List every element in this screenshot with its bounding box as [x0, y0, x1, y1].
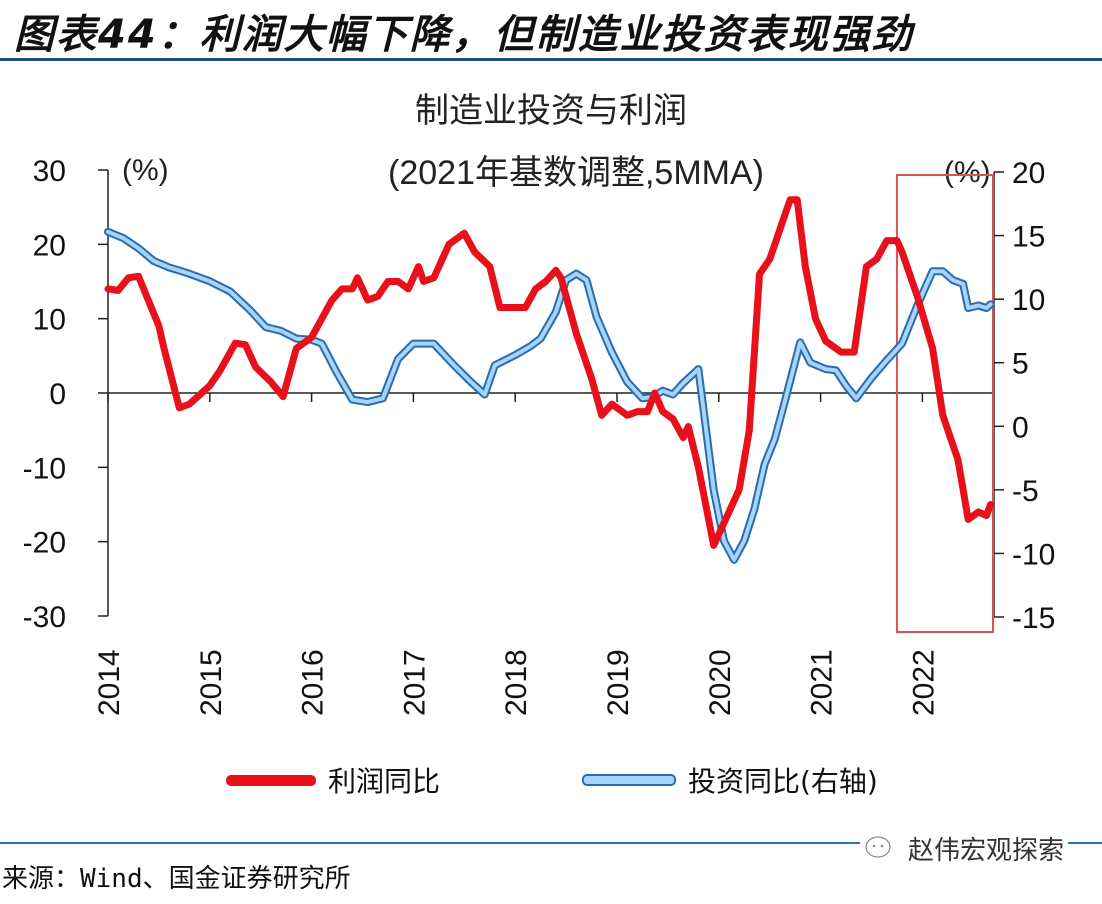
watermark: 赵伟宏观探索 [860, 830, 1069, 867]
legend-label-profit: 利润同比 [328, 765, 441, 798]
wechat-icon [865, 835, 891, 858]
right-axis-tick-label: 20 [1012, 157, 1045, 190]
title-divider [0, 58, 1102, 61]
x-axis-tick-label: 2015 [195, 649, 228, 716]
x-axis-tick-label: 2021 [806, 649, 839, 716]
left-axis-tick-label: -30 [23, 601, 66, 634]
right-axis-tick-label: 10 [1012, 284, 1045, 317]
x-axis-tick-label: 2018 [500, 649, 533, 716]
right-axis-tick-label: 5 [1012, 348, 1029, 381]
legend-item-investment: 投资同比(右轴) [582, 760, 878, 800]
x-axis-tick-label: 2014 [93, 649, 126, 716]
profit-series-line [104, 196, 995, 549]
left-axis-tick-label: -10 [23, 452, 66, 485]
left-axis-tick-label: -20 [23, 527, 66, 560]
chart-title: 制造业投资与利润 [415, 91, 687, 131]
left-axis-tick-label: 0 [49, 378, 66, 411]
legend-item-profit: 利润同比 [226, 760, 440, 800]
right-axis-unit: (%) [944, 156, 991, 189]
left-axis-tick-label: 20 [33, 229, 66, 262]
x-axis-tick-label: 2020 [704, 649, 737, 716]
watermark-text: 赵伟宏观探索 [908, 836, 1065, 866]
legend-label-investment: 投资同比(右轴) [688, 765, 878, 798]
left-axis-tick-label: 30 [33, 155, 66, 188]
legend-swatch-profit [226, 774, 316, 786]
x-axis-tick-label: 2016 [297, 649, 330, 716]
right-axis-tick-label: 15 [1012, 221, 1045, 254]
x-axis-tick-label: 2022 [907, 649, 940, 716]
chart: 制造业投资与利润 (2021年基数调整,5MMA) (%) (%) 30 20 10… [23, 91, 1056, 716]
right-axis-tick-label: -15 [1012, 602, 1055, 635]
chart-subtitle: (2021年基数调整,5MMA) [388, 154, 764, 192]
x-axis-tick-label: 2017 [398, 649, 431, 716]
legend-swatch-investment [582, 774, 676, 786]
highlight-box [895, 174, 995, 633]
source-note: 来源：Wind、国金证券研究所 [2, 864, 351, 894]
right-axis-tick-label: -10 [1012, 538, 1055, 571]
left-axis-unit: (%) [122, 154, 169, 187]
x-axis-tick-label: 2019 [602, 649, 635, 716]
legend: 利润同比 投资同比(右轴) [0, 760, 1102, 800]
left-axis-tick-label: 10 [33, 304, 66, 337]
right-axis-tick-label: -5 [1012, 475, 1039, 508]
right-axis-tick-label: 0 [1012, 411, 1029, 444]
footer-divider [0, 842, 1102, 844]
figure-title: 图表44：利润大幅下降，但制造业投资表现强劲 [14, 12, 914, 58]
